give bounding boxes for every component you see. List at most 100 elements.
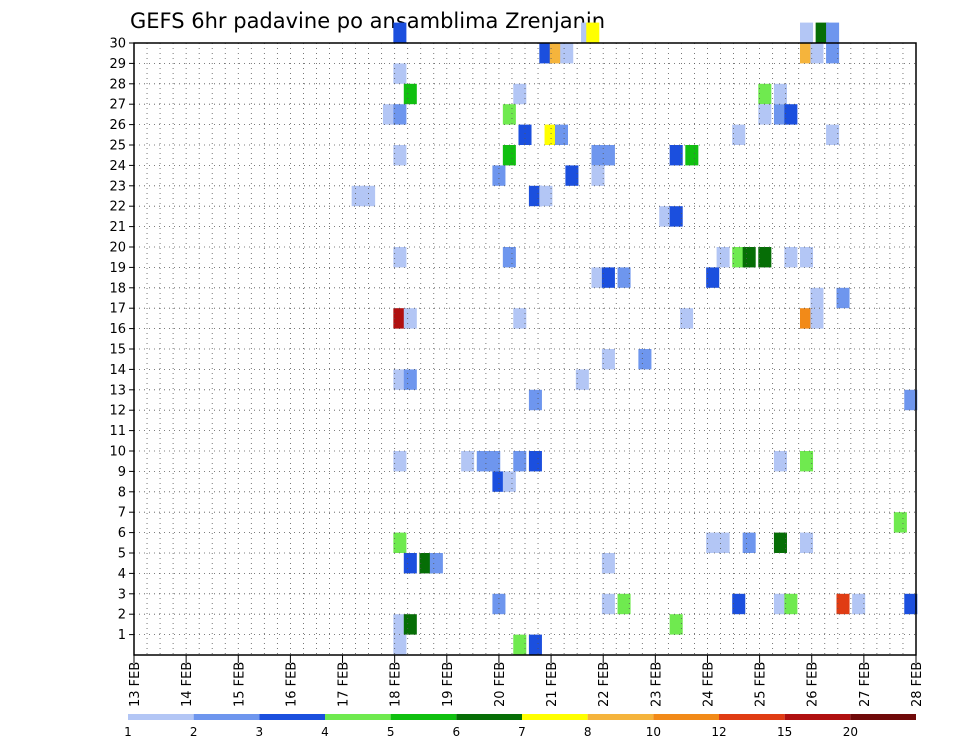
precip-cell — [502, 471, 516, 492]
y-tick-label: 5 — [118, 547, 126, 562]
precip-cell — [476, 451, 490, 472]
precip-cell — [544, 124, 558, 145]
precip-cell — [554, 124, 569, 145]
precip-cell — [852, 593, 866, 615]
plot-frame — [133, 42, 917, 656]
precip-cell — [706, 532, 720, 553]
precip-cell — [575, 369, 589, 390]
y-tick-label: 22 — [109, 200, 126, 215]
precip-cell — [528, 185, 542, 207]
precip-cell — [565, 165, 579, 186]
y-tick-label: 28 — [109, 77, 126, 92]
precip-cell — [800, 308, 814, 329]
legend-label: 1 — [124, 725, 132, 739]
precip-cell — [669, 614, 683, 635]
precip-cell — [492, 165, 506, 186]
legend-label: 10 — [646, 725, 661, 739]
precip-cell — [680, 308, 694, 329]
precip-cell — [669, 145, 683, 166]
legend-swatch — [850, 714, 916, 720]
precip-cell — [773, 593, 787, 615]
chart-title: GEFS 6hr padavine po ansamblima Zrenjani… — [130, 9, 605, 33]
y-tick-label: 1 — [118, 628, 126, 643]
precip-cell — [815, 22, 829, 43]
y-tick-label: 9 — [118, 465, 126, 480]
precip-cell — [810, 308, 824, 329]
precip-cell — [904, 593, 918, 615]
precip-cell — [800, 43, 814, 64]
legend-label: 12 — [711, 725, 726, 739]
y-axis-ticks: 1234567891011121314151617181920212223242… — [109, 37, 134, 643]
y-tick-label: 21 — [109, 220, 126, 235]
legend-swatch — [456, 714, 522, 720]
precip-cell — [502, 247, 516, 268]
precip-cell — [685, 145, 699, 166]
x-tick-label: 26 FEB — [806, 662, 821, 707]
y-tick-label: 14 — [109, 363, 126, 378]
y-tick-label: 15 — [109, 343, 126, 358]
precip-cell — [513, 83, 527, 105]
legend-label: 8 — [584, 725, 592, 739]
precip-cell — [601, 349, 615, 370]
precip-cell — [502, 104, 516, 125]
precip-cell — [403, 308, 417, 329]
legend-swatch — [259, 714, 325, 720]
precip-cell — [758, 83, 772, 105]
precip-cell — [706, 267, 720, 288]
precip-cell — [419, 553, 433, 574]
precip-cell — [716, 247, 730, 268]
precip-cell — [742, 532, 756, 553]
precip-cell — [403, 83, 417, 105]
legend-swatch — [325, 714, 391, 720]
x-tick-label: 13 FEB — [128, 662, 143, 707]
y-tick-label: 4 — [118, 567, 126, 582]
y-tick-label: 24 — [109, 159, 126, 174]
y-tick-label: 2 — [118, 608, 126, 623]
precip-cell — [461, 451, 475, 472]
x-tick-label: 24 FEB — [701, 662, 716, 707]
y-tick-label: 25 — [109, 139, 126, 154]
legend-swatch — [653, 714, 719, 720]
x-tick-label: 20 FEB — [493, 662, 508, 707]
precip-cell — [617, 593, 631, 615]
x-tick-label: 28 FEB — [910, 662, 925, 707]
precip-cell — [732, 593, 746, 615]
precip-cell — [638, 349, 652, 370]
precip-cell — [601, 267, 615, 288]
legend-label: 5 — [387, 725, 395, 739]
legend-swatch — [128, 714, 194, 720]
precip-cell — [784, 104, 798, 125]
precip-cell — [393, 634, 407, 655]
y-tick-label: 26 — [109, 118, 126, 133]
y-tick-label: 27 — [109, 98, 126, 113]
precip-cell — [528, 451, 542, 472]
precip-cell — [403, 614, 417, 635]
precip-cell — [716, 532, 730, 553]
precip-cell — [601, 145, 615, 166]
precip-cell — [826, 22, 840, 43]
precip-cell — [800, 532, 814, 553]
legend-label: 2 — [190, 725, 198, 739]
precip-cell — [539, 185, 553, 207]
precip-cell — [382, 104, 396, 125]
precip-cell — [362, 185, 376, 207]
precip-cell — [560, 43, 574, 64]
y-tick-label: 18 — [109, 281, 126, 296]
x-tick-label: 15 FEB — [232, 662, 247, 707]
precip-cell — [549, 43, 563, 64]
precip-cell — [800, 22, 814, 43]
legend-label: 6 — [453, 725, 461, 739]
precip-cell — [403, 369, 417, 390]
precip-cell — [732, 124, 746, 145]
precip-cell — [773, 104, 787, 125]
precip-cell — [773, 451, 787, 472]
precip-cell — [758, 247, 772, 268]
x-tick-label: 18 FEB — [389, 662, 404, 707]
color-legend: 1 2 3 4 5 6 7 8 10 12 15 20 — [124, 714, 916, 739]
y-tick-label: 3 — [118, 587, 126, 602]
y-tick-label: 13 — [109, 383, 126, 398]
x-tick-label: 27 FEB — [858, 662, 873, 707]
precip-cell — [836, 287, 850, 309]
precip-cell — [826, 124, 840, 145]
legend-swatch — [522, 714, 588, 720]
